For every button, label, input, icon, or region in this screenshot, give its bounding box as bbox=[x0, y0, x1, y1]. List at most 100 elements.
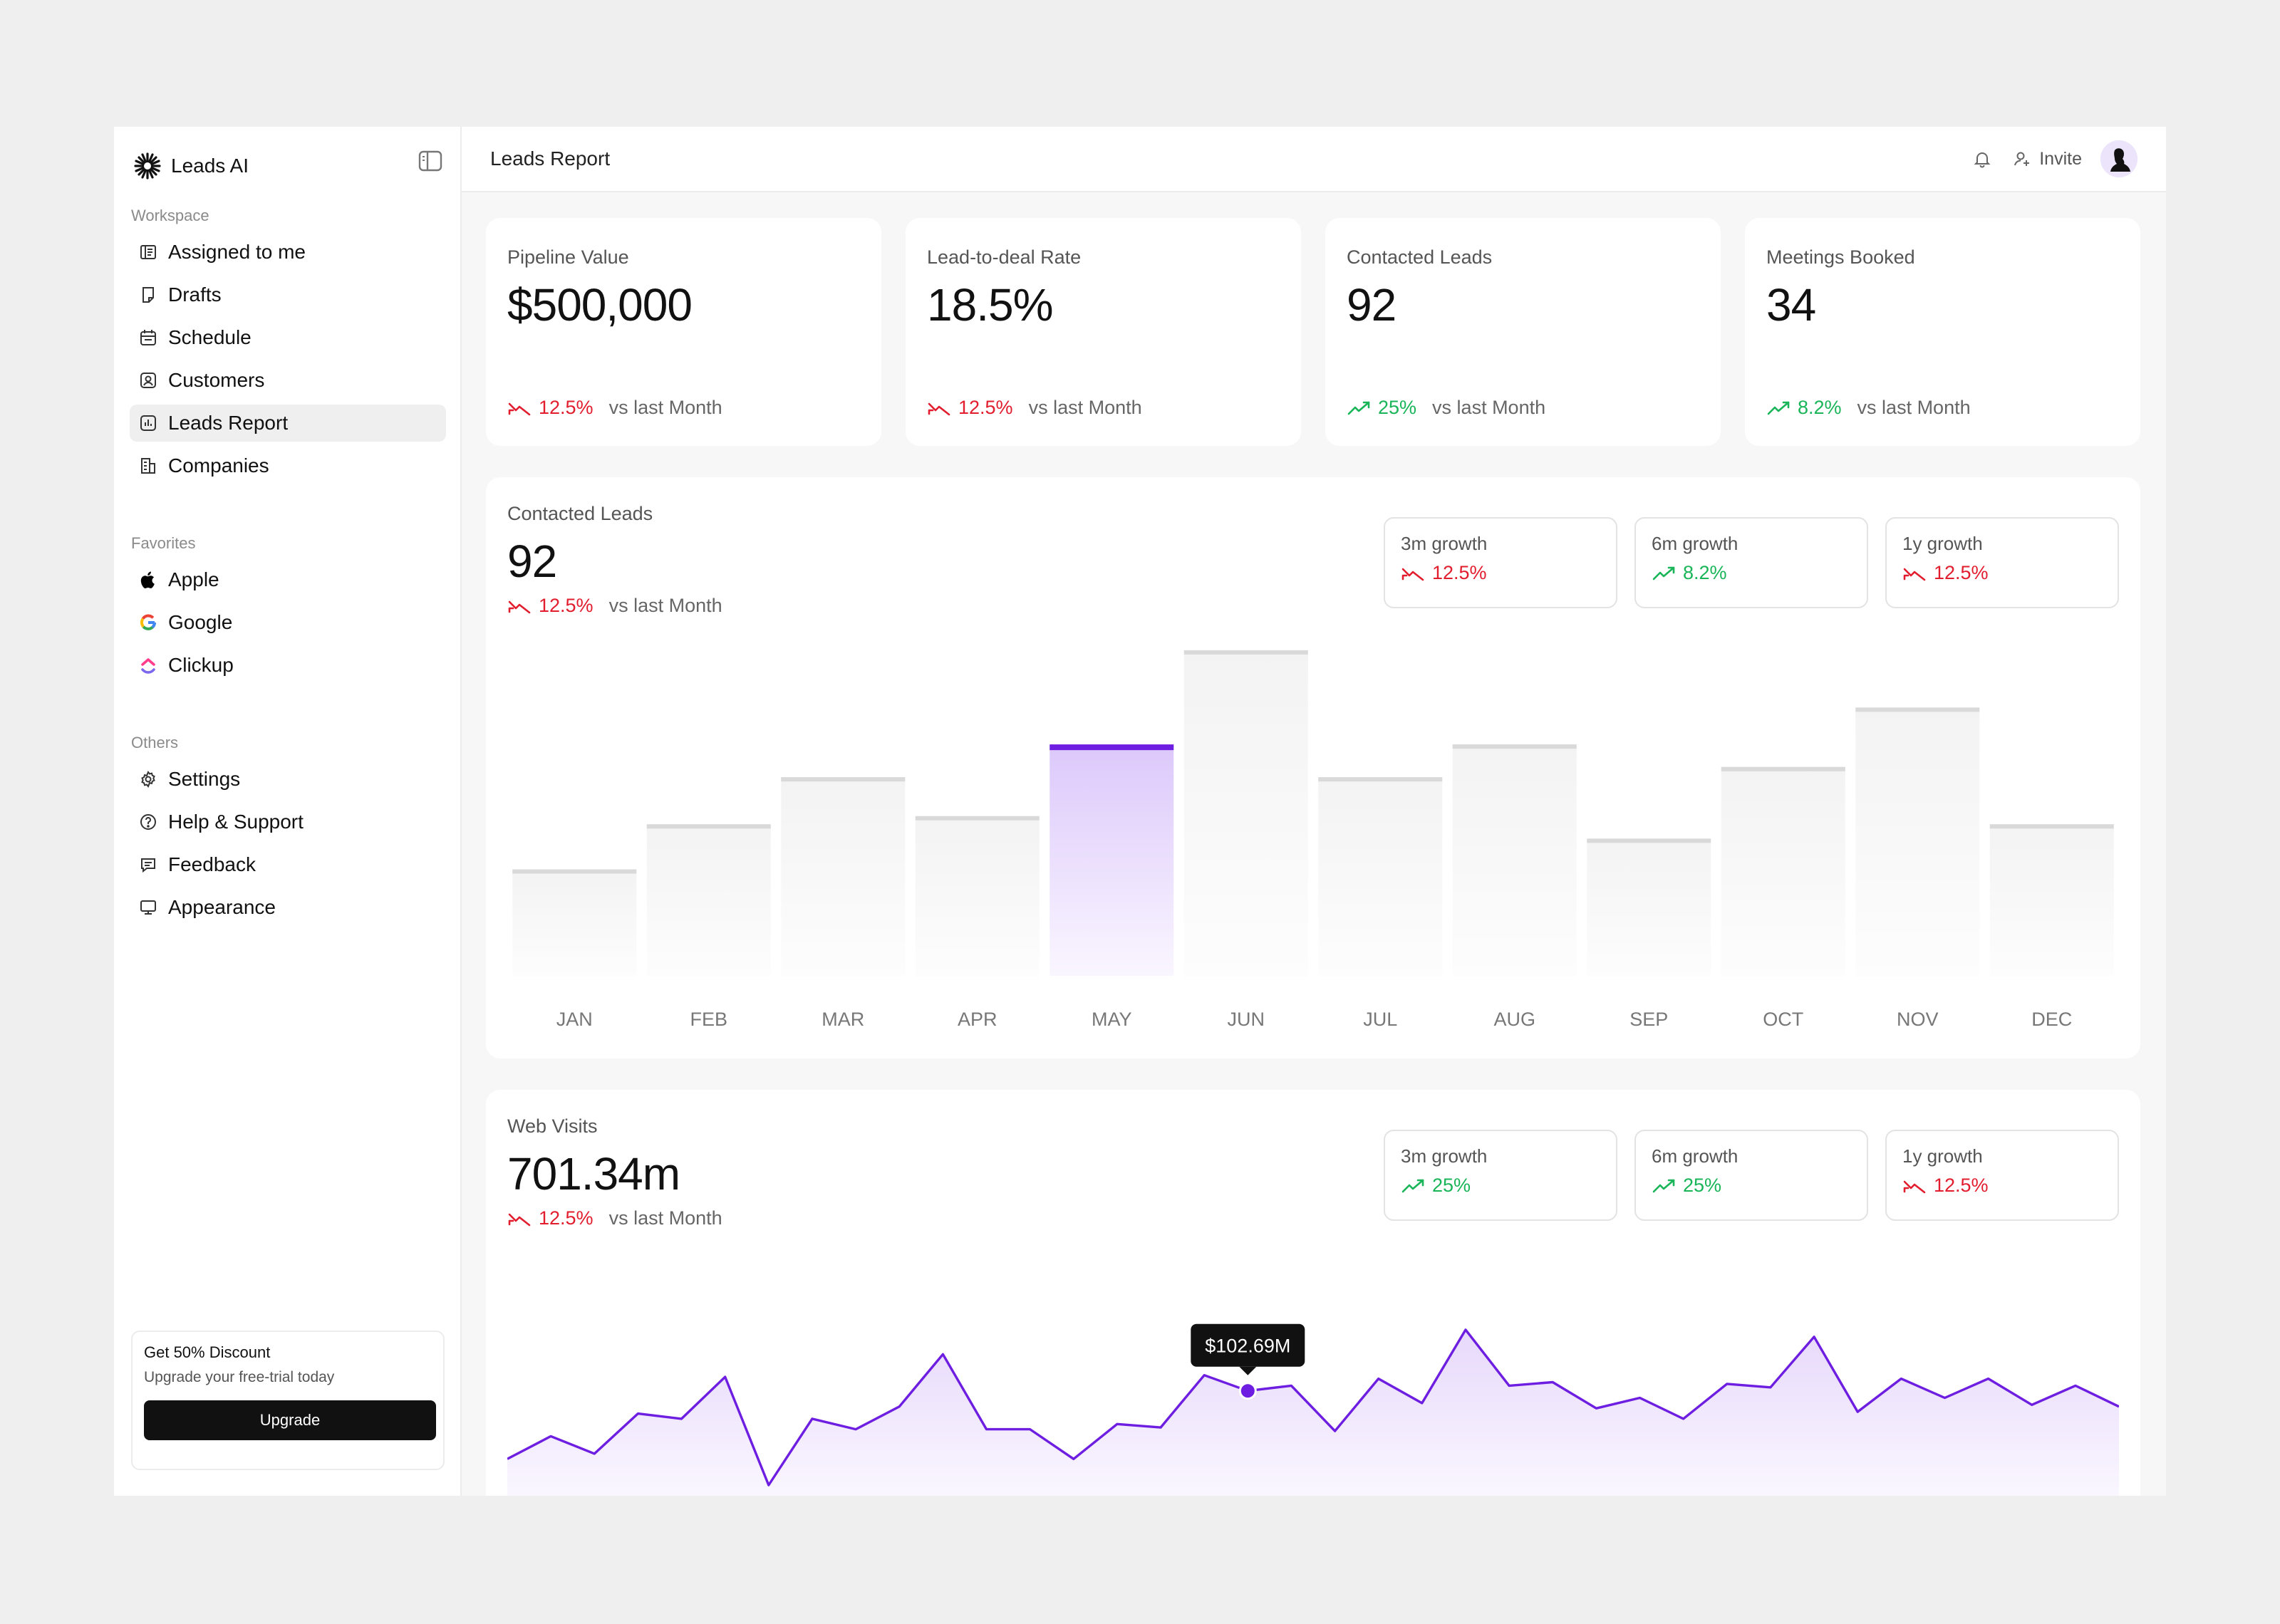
app-window: Leads AI Workspace Assigned to me Drafts bbox=[114, 127, 2166, 1496]
growth-label: 1y growth bbox=[1902, 533, 1983, 554]
sidebar-toggle-icon bbox=[418, 150, 442, 172]
sidebar-item-google[interactable]: Google bbox=[130, 604, 446, 641]
assigned-icon bbox=[140, 245, 156, 259]
sidebar-toggle-button[interactable] bbox=[418, 148, 443, 174]
sidebar-item-feedback[interactable]: Feedback bbox=[130, 846, 446, 883]
trend-up-icon bbox=[1652, 1179, 1675, 1192]
x-tick-label: DEC bbox=[2031, 1009, 2072, 1030]
sidebar-item-label: Feedback bbox=[168, 853, 256, 875]
panel-delta: 12.5% vs last Month bbox=[507, 595, 2119, 617]
tooltip-background bbox=[1191, 1323, 1305, 1367]
x-tick-label: OCT bbox=[1763, 1009, 1803, 1030]
sidebar-item-label: Google bbox=[168, 611, 233, 633]
clickup-icon bbox=[141, 658, 155, 674]
kpi-value: $500,000 bbox=[507, 279, 693, 330]
avatar[interactable] bbox=[2100, 140, 2138, 177]
sidebar-item-settings[interactable]: Settings bbox=[130, 761, 446, 798]
upgrade-button[interactable]: Upgrade bbox=[144, 1400, 436, 1440]
sidebar-item-companies[interactable]: Companies bbox=[130, 447, 446, 484]
growth-card-1y[interactable]: 1y growth 12.5% bbox=[1885, 517, 2119, 608]
growth-value: 25% bbox=[1683, 1175, 1722, 1196]
highlight-point[interactable] bbox=[1238, 1382, 1257, 1400]
bar-mar[interactable] bbox=[781, 777, 906, 976]
growth-card-3m[interactable]: 3m growth 12.5% bbox=[1384, 517, 1617, 608]
kpi-label: Contacted Leads bbox=[1347, 246, 1493, 268]
bar-top-dec bbox=[1989, 824, 2114, 829]
web-visits-area-chart: $102.69M bbox=[507, 1323, 2119, 1496]
x-tick-label: AUG bbox=[1493, 1009, 1535, 1030]
bar-top-feb bbox=[646, 824, 771, 829]
delta-value: 12.5% bbox=[539, 1207, 594, 1229]
tooltip-text: $102.69M bbox=[1205, 1336, 1290, 1357]
growth-value: 25% bbox=[1432, 1175, 1471, 1196]
bar-jan[interactable] bbox=[512, 869, 637, 977]
kpi-label: Lead-to-deal Rate bbox=[927, 246, 1082, 268]
delta-caption: vs last Month bbox=[608, 397, 722, 418]
sidebar-item-label: Assigned to me bbox=[168, 241, 306, 263]
x-tick-label: JUL bbox=[1363, 1009, 1397, 1030]
brand-name: Leads AI bbox=[171, 155, 249, 177]
contacted-leads-bar-chart: JAN FEB MAR APR MAY JUN JUL AUG SEP OCT NOV DEC bbox=[512, 650, 2114, 1030]
bar-may[interactable] bbox=[1050, 744, 1174, 976]
invite-button[interactable]: Invite bbox=[2012, 149, 2082, 170]
growth-card-6m[interactable]: 6m growth 8.2% bbox=[1634, 517, 1868, 608]
calendar-icon bbox=[140, 330, 156, 345]
area-fill bbox=[507, 1329, 2119, 1496]
panel-value: 92 bbox=[507, 536, 557, 587]
sidebar-item-leads-report[interactable]: Leads Report bbox=[130, 405, 446, 442]
promo-subtitle: Upgrade your free-trial today bbox=[144, 1369, 335, 1385]
sidebar-item-appearance[interactable]: Appearance bbox=[130, 889, 446, 926]
kpi-label: Pipeline Value bbox=[507, 246, 629, 268]
topbar: Leads Report Invite bbox=[462, 127, 2166, 192]
bar-sep[interactable] bbox=[1587, 838, 1711, 976]
delta-value: 25% bbox=[1378, 397, 1417, 418]
sidebar-item-label: Customers bbox=[168, 369, 265, 391]
sidebar-item-customers[interactable]: Customers bbox=[130, 362, 446, 399]
trend-down-icon bbox=[1903, 1180, 1926, 1193]
bar-nov[interactable] bbox=[1855, 707, 1980, 976]
growth-card-3m[interactable]: 3m growth 25% bbox=[1384, 1130, 1617, 1221]
delta-caption: vs last Month bbox=[1432, 397, 1546, 418]
main-area: Leads Report Invite bbox=[462, 127, 2166, 1496]
growth-card-6m[interactable]: 6m growth 25% bbox=[1634, 1130, 1868, 1221]
growth-delta: 8.2% bbox=[1652, 562, 1851, 584]
customers-icon bbox=[140, 373, 156, 388]
bar-dec[interactable] bbox=[1989, 824, 2114, 976]
kpi-label: Meetings Booked bbox=[1766, 246, 1915, 268]
sidebar-item-assigned[interactable]: Assigned to me bbox=[130, 234, 446, 271]
workspace-nav: Assigned to me Drafts Schedule Customers… bbox=[130, 234, 446, 490]
bell-icon bbox=[1974, 152, 1991, 168]
workspace-section-label: Workspace bbox=[131, 207, 209, 224]
bar-jul[interactable] bbox=[1318, 777, 1443, 976]
trend-up-icon bbox=[1401, 1179, 1424, 1192]
sidebar-item-label: Drafts bbox=[168, 283, 222, 306]
sidebar-item-apple[interactable]: Apple bbox=[130, 561, 446, 598]
sidebar-item-label: Apple bbox=[168, 568, 219, 590]
brand[interactable]: Leads AI bbox=[133, 148, 249, 184]
page-title: Leads Report bbox=[490, 147, 611, 170]
bar-feb[interactable] bbox=[646, 824, 771, 976]
growth-label: 3m growth bbox=[1401, 533, 1488, 554]
user-avatar-icon bbox=[2100, 140, 2138, 177]
kpi-value: 92 bbox=[1347, 279, 1396, 330]
bar-oct[interactable] bbox=[1721, 766, 1845, 976]
growth-card-1y[interactable]: 1y growth 12.5% bbox=[1885, 1130, 2119, 1221]
trend-up-icon bbox=[1652, 566, 1675, 580]
bar-apr[interactable] bbox=[915, 816, 1040, 976]
x-tick-label: JUN bbox=[1228, 1009, 1265, 1030]
trend-down-icon bbox=[1903, 568, 1926, 581]
bar-aug[interactable] bbox=[1452, 744, 1577, 976]
sidebar-item-clickup[interactable]: Clickup bbox=[130, 647, 446, 684]
notifications-button[interactable] bbox=[1971, 147, 1994, 170]
sidebar-item-drafts[interactable]: Drafts bbox=[130, 276, 446, 313]
invite-label: Invite bbox=[2039, 148, 2082, 169]
sidebar-item-help[interactable]: Help & Support bbox=[130, 803, 446, 840]
growth-delta: 25% bbox=[1401, 1175, 1600, 1197]
upgrade-promo-card: Get 50% Discount Upgrade your free-trial… bbox=[131, 1331, 445, 1470]
google-icon bbox=[140, 614, 156, 630]
trend-down-icon bbox=[1401, 568, 1424, 581]
bar-jun[interactable] bbox=[1183, 650, 1308, 976]
sidebar-item-schedule[interactable]: Schedule bbox=[130, 319, 446, 356]
panel-delta: 12.5% vs last Month bbox=[507, 1207, 2119, 1229]
bar-top-aug bbox=[1452, 744, 1577, 749]
